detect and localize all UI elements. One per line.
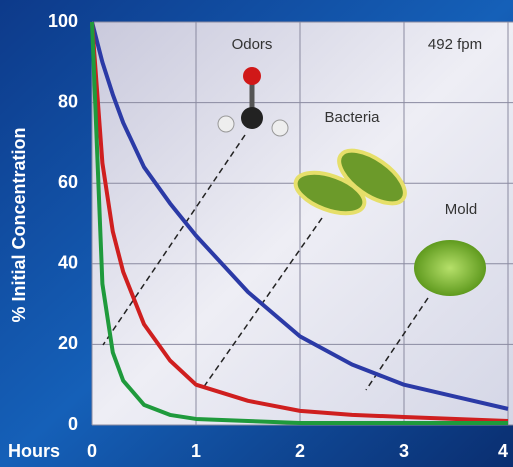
x-tick-label: 1 bbox=[191, 441, 201, 461]
line-series bbox=[90, 21, 509, 423]
y-tick-label: 100 bbox=[48, 11, 78, 31]
x-tick-label: 2 bbox=[295, 441, 305, 461]
plot-area bbox=[92, 22, 513, 425]
x-tick-label: 3 bbox=[399, 441, 409, 461]
annotation: 492 fpm bbox=[428, 36, 482, 53]
annotation: Bacteria bbox=[324, 109, 380, 126]
annotation: Odors bbox=[232, 36, 273, 53]
y-axis-label: % Initial Concentration bbox=[9, 127, 29, 322]
annotation: Mold bbox=[445, 201, 478, 218]
y-tick-label: 0 bbox=[68, 414, 78, 434]
mold bbox=[414, 240, 486, 296]
line-series bbox=[90, 21, 509, 411]
line-series bbox=[90, 21, 508, 425]
bacteria bbox=[293, 148, 407, 216]
y-tick-label: 20 bbox=[58, 333, 78, 353]
odor-molecule bbox=[217, 67, 289, 137]
y-tick-label: 80 bbox=[58, 91, 78, 111]
x-tick-label: 0 bbox=[87, 441, 97, 461]
y-tick-label: 40 bbox=[58, 253, 78, 273]
x-tick-label: 4 bbox=[498, 441, 508, 461]
y-tick-label: 60 bbox=[58, 172, 78, 192]
x-axis-label: Hours bbox=[8, 441, 60, 461]
